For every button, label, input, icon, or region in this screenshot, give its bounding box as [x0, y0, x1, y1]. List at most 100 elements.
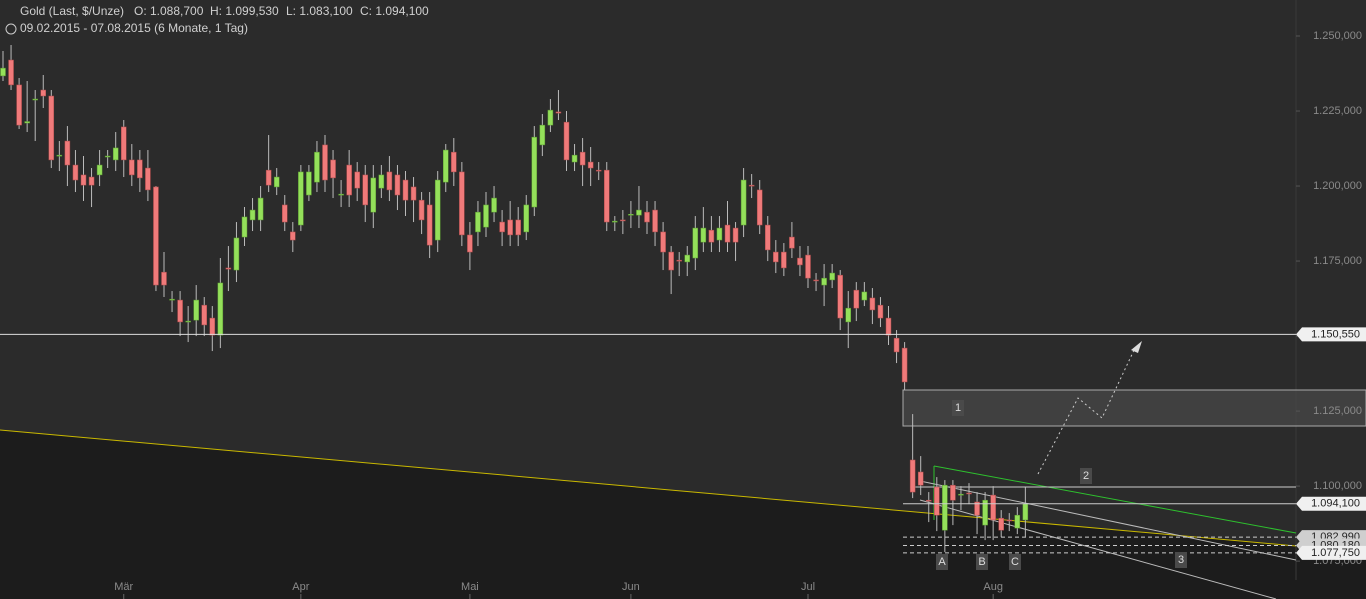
candle-body	[612, 220, 618, 223]
candle-body	[740, 179, 747, 226]
candle-body	[595, 169, 602, 172]
candle-body	[644, 211, 650, 223]
candle-body	[909, 459, 916, 493]
y-tick-label: 1.225,000	[1313, 105, 1362, 117]
candle-body	[563, 121, 570, 161]
candle-body	[434, 179, 441, 241]
candle-body	[974, 501, 980, 516]
candle-body	[201, 304, 207, 326]
candle-body	[926, 499, 932, 502]
candle-body	[394, 174, 401, 196]
x-tick-label: Mär	[114, 581, 133, 593]
annotation-box	[936, 554, 948, 570]
candle-body	[628, 213, 634, 216]
y-tick-label: 1.250,000	[1313, 30, 1362, 42]
target-zone	[902, 389, 1366, 427]
candle-body	[161, 271, 167, 286]
candle-body	[684, 254, 690, 263]
candle-body	[587, 161, 594, 169]
y-tick-label: 1.200,000	[1313, 180, 1362, 192]
candle-body	[507, 219, 513, 236]
channel-line	[933, 465, 1297, 534]
level-tag	[1296, 327, 1366, 342]
y-tick-label: 1.175,000	[1313, 255, 1362, 267]
lower-region	[0, 430, 1366, 599]
annotation-label: 1	[955, 402, 961, 414]
candle-body	[475, 211, 481, 233]
candle-body	[306, 171, 312, 196]
candle-body	[217, 282, 224, 336]
candle-body	[451, 151, 457, 173]
candle-body	[225, 267, 232, 270]
candle-body	[443, 149, 449, 183]
candle-body	[233, 237, 240, 271]
candle-body	[169, 298, 175, 301]
x-tick-label: Jun	[622, 581, 640, 593]
x-tick-label: Apr	[292, 581, 309, 593]
x-tick-label: Jul	[801, 581, 815, 593]
candle-body	[531, 136, 538, 208]
candle-body	[789, 236, 795, 249]
candle-body	[24, 121, 30, 124]
annotation-box	[976, 554, 988, 570]
level-label: 1.077,750	[1311, 547, 1360, 559]
candle-body	[48, 95, 55, 161]
candle-body	[861, 291, 868, 301]
candle-body	[797, 257, 803, 266]
candle-body	[459, 171, 465, 236]
candle-body	[636, 209, 642, 216]
candle-body	[845, 307, 851, 323]
candle-body	[1014, 514, 1021, 529]
candle-body	[282, 204, 288, 223]
trend-line	[0, 429, 1297, 547]
candle-body	[660, 231, 666, 253]
candle-body	[209, 317, 216, 336]
candle-body	[96, 164, 103, 176]
candle-body	[16, 84, 22, 126]
candle-body	[80, 174, 87, 186]
candle-body	[330, 159, 336, 179]
projection-path	[1037, 347, 1136, 475]
candle-body	[265, 169, 272, 186]
candle-body	[483, 204, 489, 228]
candle-body	[322, 144, 328, 181]
channel-line	[919, 480, 1297, 561]
candle-body	[249, 209, 256, 221]
candle-body	[571, 154, 578, 163]
y-tick-label: 1.100,000	[1313, 480, 1362, 492]
candle-body	[966, 492, 972, 495]
annotation-label: A	[938, 556, 946, 568]
candle-body	[781, 251, 787, 269]
title: Gold (Last, $/Unze)	[20, 4, 124, 18]
candle-body	[990, 494, 996, 521]
candle-body	[982, 499, 988, 526]
candle-body	[885, 317, 892, 336]
candle-body	[893, 337, 900, 353]
candle-body	[523, 204, 529, 233]
clock-icon	[5, 23, 17, 35]
candle-body	[193, 299, 199, 321]
candle-body	[8, 59, 14, 86]
candle-body	[958, 493, 964, 496]
candle-body	[241, 216, 248, 238]
candle-body	[998, 517, 1004, 531]
candle-body	[257, 197, 264, 221]
level-label: 1.094,100	[1311, 498, 1360, 510]
candle-body	[402, 179, 409, 201]
candle-body	[370, 177, 377, 213]
candle-body	[765, 224, 771, 251]
candle-body	[708, 229, 715, 243]
candle-body	[145, 167, 151, 191]
candle-body	[346, 164, 352, 196]
quote-low: L: 1.083,100	[286, 4, 353, 18]
candle-body	[386, 171, 393, 191]
candle-body	[877, 304, 884, 319]
candle-body	[410, 186, 417, 201]
level-tag	[1296, 545, 1366, 560]
y-tick-label: 1.125,000	[1313, 405, 1362, 417]
candle-body	[773, 251, 779, 263]
candle-body	[934, 486, 940, 516]
candle-body	[1006, 519, 1012, 522]
candle-body	[56, 154, 63, 157]
